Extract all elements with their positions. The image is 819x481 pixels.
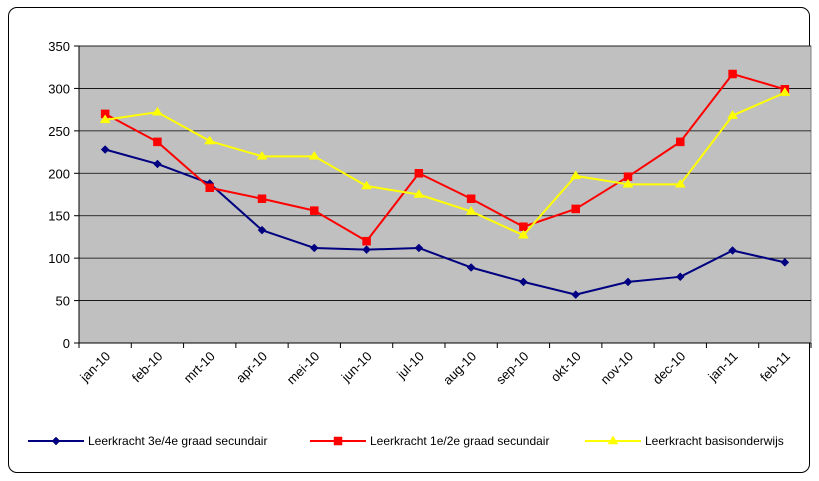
y-tick-label: 200 bbox=[48, 166, 70, 181]
data-point-square bbox=[362, 236, 371, 246]
data-point-diamond bbox=[519, 277, 528, 287]
y-tick-label: 250 bbox=[48, 124, 70, 139]
x-tick-label: dec-10 bbox=[650, 349, 689, 388]
data-point-triangle bbox=[727, 110, 739, 119]
legend-entry-3: Leerkracht basisonderwijs bbox=[585, 434, 784, 448]
data-point-diamond bbox=[571, 290, 581, 299]
data-point-diamond bbox=[675, 272, 685, 282]
data-point-diamond bbox=[780, 258, 790, 267]
x-tick-label: nov-10 bbox=[597, 349, 636, 388]
data-point-diamond bbox=[309, 243, 319, 253]
data-point-diamond bbox=[623, 277, 633, 287]
data-point-triangle bbox=[465, 205, 477, 215]
data-point-square bbox=[571, 204, 580, 214]
legend-label: Leerkracht 1e/2e graad secundair bbox=[370, 434, 549, 448]
data-point-diamond bbox=[257, 225, 267, 235]
data-point-triangle bbox=[204, 135, 216, 145]
data-point-square bbox=[310, 206, 319, 215]
data-point-diamond bbox=[466, 263, 476, 272]
data-point-triangle bbox=[151, 106, 163, 116]
y-tick-label: 100 bbox=[48, 251, 70, 266]
data-point-square bbox=[676, 137, 685, 147]
data-point-square bbox=[519, 222, 528, 231]
data-point-triangle bbox=[308, 150, 320, 160]
data-point-square bbox=[333, 436, 343, 446]
y-tick-label: 150 bbox=[48, 209, 70, 224]
data-point-square bbox=[153, 137, 162, 147]
series-3 bbox=[99, 87, 791, 239]
data-point-triangle bbox=[99, 114, 111, 124]
data-point-diamond bbox=[100, 145, 110, 154]
data-point-triangle bbox=[256, 150, 268, 160]
y-tick-label: 0 bbox=[63, 336, 70, 351]
x-tick-label: mei-10 bbox=[284, 349, 323, 388]
data-point-triangle bbox=[674, 178, 686, 188]
data-point-square bbox=[414, 169, 424, 178]
data-point-square bbox=[257, 194, 267, 203]
data-point-diamond bbox=[414, 243, 424, 253]
x-tick-label: sep-10 bbox=[493, 349, 532, 388]
series-line bbox=[104, 73, 786, 243]
series-line bbox=[104, 148, 786, 296]
data-point-triangle bbox=[570, 170, 582, 180]
legend-entry-2: Leerkracht 1e/2e graad secundair bbox=[310, 434, 549, 448]
legend: Leerkracht 3e/4e graad secundair Leerkrac… bbox=[28, 434, 784, 448]
data-point-triangle bbox=[779, 87, 791, 96]
y-tick-label: 300 bbox=[48, 81, 70, 96]
x-tick-label: apr-10 bbox=[233, 349, 270, 386]
x-tick-label: jun-10 bbox=[338, 349, 375, 386]
y-tick-label: 50 bbox=[56, 294, 70, 309]
series-1 bbox=[100, 145, 790, 299]
data-point-triangle bbox=[622, 178, 634, 188]
data-point-square bbox=[728, 69, 737, 79]
y-tick-label: 350 bbox=[48, 39, 70, 54]
series-line bbox=[104, 91, 786, 237]
series-group bbox=[99, 69, 791, 299]
x-tick-label: feb-10 bbox=[129, 349, 166, 386]
data-point-diamond bbox=[51, 436, 61, 446]
legend-label: Leerkracht 3e/4e graad secundair bbox=[88, 434, 267, 448]
data-point-triangle bbox=[413, 189, 425, 198]
data-point-triangle bbox=[361, 180, 373, 190]
legend-entry-1: Leerkracht 3e/4e graad secundair bbox=[28, 434, 267, 448]
data-point-diamond bbox=[153, 159, 162, 169]
data-point-triangle bbox=[517, 229, 529, 239]
plot-background bbox=[78, 45, 812, 344]
plot-area bbox=[78, 45, 812, 344]
x-tick-label: okt-10 bbox=[548, 349, 584, 385]
x-tick-label: jan-11 bbox=[704, 349, 740, 385]
legend-label: Leerkracht basisonderwijs bbox=[645, 434, 784, 448]
data-point-square bbox=[466, 194, 476, 203]
data-point-square bbox=[205, 183, 214, 192]
x-tick-label: aug-10 bbox=[440, 349, 479, 388]
data-point-diamond bbox=[728, 246, 737, 255]
data-point-triangle bbox=[607, 435, 619, 445]
data-point-diamond bbox=[362, 245, 371, 255]
x-tick-label: jan-10 bbox=[76, 349, 113, 386]
x-tick-label: jul-10 bbox=[393, 349, 427, 383]
x-tick-label: feb-11 bbox=[757, 349, 793, 385]
x-tick-label: mrt-10 bbox=[181, 349, 218, 386]
